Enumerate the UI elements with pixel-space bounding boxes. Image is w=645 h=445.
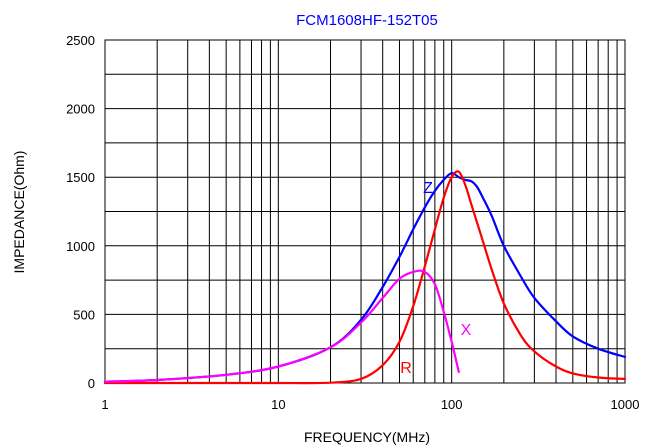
tick-labels: 1 10 100 1000 0 500 1000 1500 2000 2500 [66,33,639,412]
series-line-r [103,170,627,385]
x-tick-label: 1000 [611,397,640,412]
y-tick-label: 1000 [66,239,95,254]
x-axis-title: FREQUENCY(MHz) [304,429,430,445]
x-tick-label: 1 [101,397,108,412]
y-tick-label: 0 [88,376,95,391]
series-layer [103,170,627,385]
series-label-x: X [461,322,472,339]
series-labels: Z R X [400,180,471,377]
y-tick-label: 500 [73,307,95,322]
x-tick-label: 100 [441,397,463,412]
series-label-z: Z [423,180,433,197]
grid [104,39,626,384]
x-tick-label: 10 [271,397,285,412]
y-axis-title: IMPEDANCE(Ohm) [11,151,27,274]
series-label-r: R [400,360,412,377]
series-line-z [103,171,627,383]
chart-title: FCM1608HF-152T05 [296,12,438,29]
y-tick-label: 1500 [66,170,95,185]
series-line-x [103,269,460,383]
y-tick-label: 2000 [66,102,95,117]
y-tick-label: 2500 [66,33,95,48]
plot-frame [104,39,626,384]
